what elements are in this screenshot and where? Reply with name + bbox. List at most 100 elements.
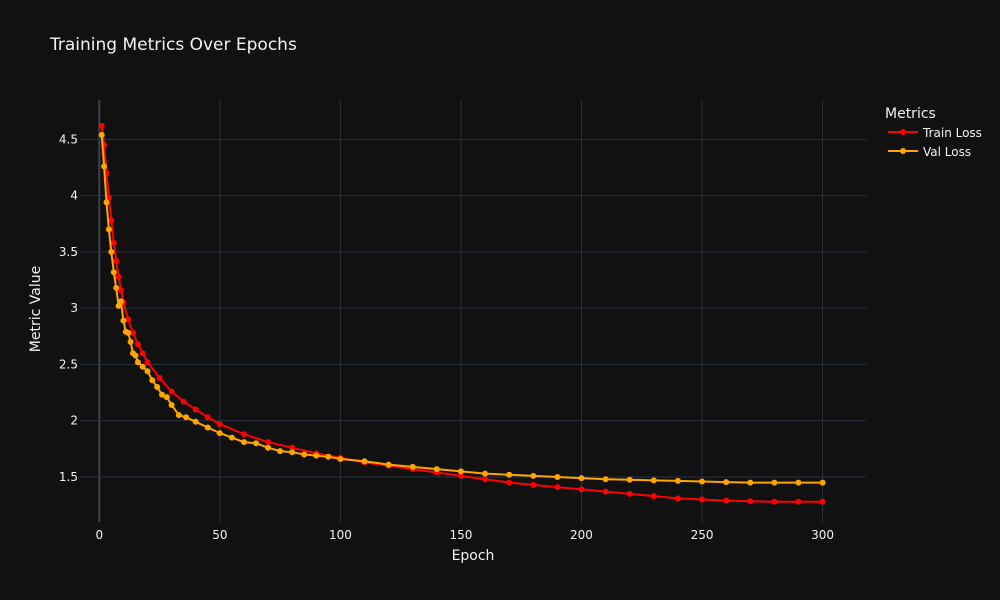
x-tick-label: 100 [329,528,352,542]
data-point [127,338,134,345]
data-point [180,398,187,405]
data-point [819,479,826,486]
data-point [241,431,247,438]
legend-label: Train Loss [922,126,982,140]
data-point [409,463,416,470]
data-point [650,493,657,500]
data-point [771,498,778,505]
data-point [433,466,440,473]
data-point [241,439,247,446]
data-point [674,495,681,502]
data-point [530,481,537,488]
legend-label: Val Loss [923,145,971,159]
chart-title: Training Metrics Over Epochs [49,35,297,55]
data-point [578,486,585,493]
data-point [168,402,175,408]
series-line [100,134,823,484]
data-point [118,298,124,305]
data-point [108,217,115,224]
data-point [506,471,513,478]
data-point [139,363,146,370]
data-point [105,194,112,201]
x-tick-label: 250 [691,528,714,542]
series-1 [98,131,826,486]
data-point [674,477,681,484]
data-point [361,458,368,465]
data-point [216,421,223,428]
data-point [325,453,332,460]
data-point [98,131,105,138]
data-point [265,439,272,446]
legend-item[interactable]: Train Loss [888,126,982,140]
data-point [626,490,633,497]
data-point [602,476,609,483]
data-point [482,476,489,483]
data-point [819,498,826,505]
x-tick-label: 0 [95,528,103,542]
y-tick-label: 4 [70,189,78,203]
data-point [125,329,132,336]
data-point [144,359,151,366]
data-point [482,470,489,477]
data-point [699,496,705,503]
data-point [289,449,296,456]
data-point [313,452,320,459]
data-point [175,412,182,419]
data-point [130,329,136,336]
series-0 [98,122,826,505]
series-layer [98,122,826,505]
data-point [144,368,151,375]
data-point [289,444,296,451]
data-point [265,444,272,451]
data-point [699,478,705,485]
data-point [578,475,585,482]
data-point [602,488,609,495]
data-point [159,391,165,398]
y-tick-label: 4.5 [59,132,78,146]
data-point [192,418,199,425]
data-point [385,461,392,468]
legend-swatch-marker [900,129,906,135]
data-point [110,239,117,246]
x-tick-label: 300 [811,528,834,542]
data-point [163,394,170,401]
y-axis-label: Metric Value [28,266,44,352]
legend: Metrics Train Loss Val Loss [885,106,982,159]
legend-item[interactable]: Val Loss [888,145,971,159]
data-point [204,414,211,421]
data-point [115,273,122,280]
data-point [168,388,175,395]
x-axis-label: Epoch [452,548,495,564]
legend-items: Train Loss Val Loss [888,126,982,159]
data-point [120,317,127,324]
data-point [457,472,464,479]
x-tick-label: 150 [449,528,472,542]
data-point [139,350,146,357]
x-tick-label: 200 [570,528,593,542]
data-point [118,287,124,294]
data-point [132,352,139,359]
data-point [457,468,464,475]
data-point [204,424,211,431]
data-point [113,257,120,264]
data-point [125,316,132,323]
data-point [253,440,259,447]
data-point [154,384,161,390]
data-point [554,484,561,491]
data-point [337,456,344,462]
data-point [183,414,190,421]
data-point [108,248,115,255]
y-tick-label: 3 [70,301,78,315]
y-tick-label: 2 [70,414,78,428]
grid [80,100,866,522]
data-point [98,122,105,129]
data-point [301,451,308,458]
series-line [100,125,823,503]
tick-labels: 0 50 100 150 200 250 300 1.5 2 2.5 3 3.5 4 4.5 [59,132,834,542]
data-point [105,226,112,233]
data-point [723,479,730,486]
data-point [277,448,284,455]
data-point [506,479,513,486]
